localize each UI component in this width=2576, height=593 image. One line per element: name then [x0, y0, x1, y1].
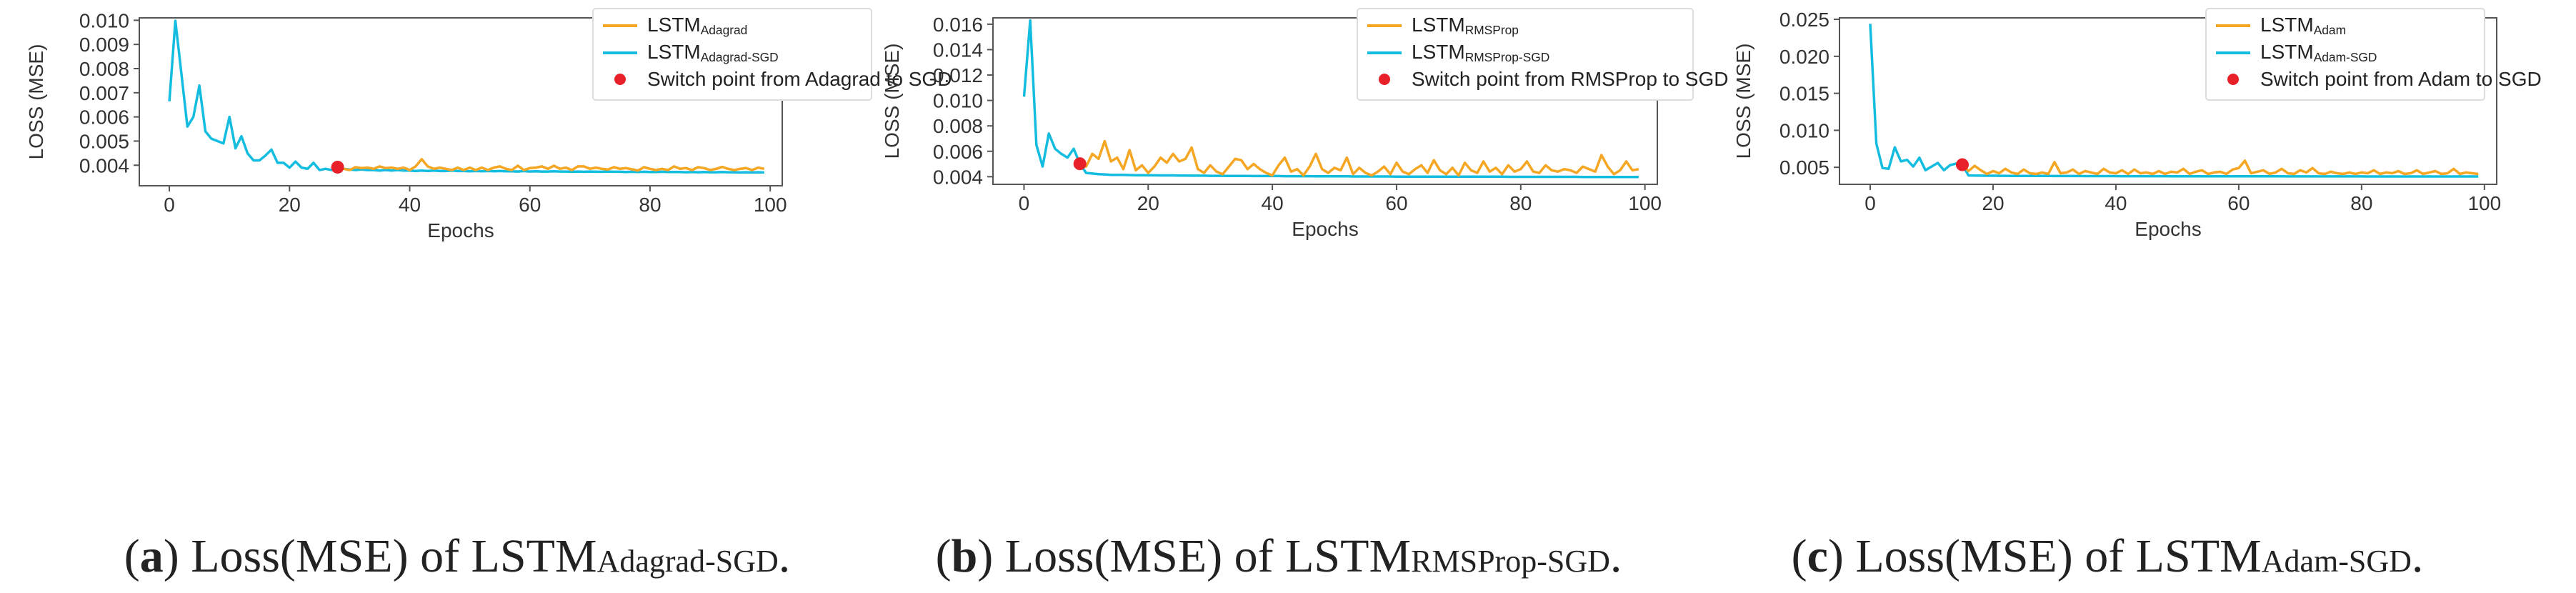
caption-a: (a) Loss(MSE) of LSTMAdagrad-SGD. [124, 530, 791, 582]
y-tick-label: 0.015 [1779, 83, 1829, 105]
y-tick-label: 0.004 [933, 166, 983, 188]
y-tick-label: 0.020 [1779, 46, 1829, 68]
legend-series-label: LSTMAdagrad-SGD [647, 41, 779, 64]
legend-switch-label: Switch point from Adam to SGD [2260, 68, 2542, 90]
legend-dot-swatch [1379, 74, 1390, 85]
x-axis-label: Epochs [2135, 218, 2201, 240]
legend-switch-label: Switch point from RMSProp to SGD [1412, 68, 1728, 90]
x-tick-label: 20 [279, 194, 301, 216]
x-tick-label: 100 [2467, 192, 2501, 214]
y-tick-label: 0.006 [933, 141, 983, 163]
series-line-orange [1079, 139, 1639, 177]
legend-dot-swatch [2227, 74, 2239, 85]
x-tick-label: 0 [164, 194, 175, 216]
legend-series-label: LSTMRMSProp [1412, 14, 1519, 37]
x-tick-label: 80 [639, 194, 661, 216]
panel-a: 0 20 40 60 80 1000.0040.0050.0060.0070.0080.0… [25, 8, 952, 582]
x-tick-label: 100 [754, 194, 787, 216]
chart-b: 0 20 40 60 80 100 0.004 0.006 0.008 0.010 0.012 0.0… [881, 8, 1728, 240]
panel-b: 0 20 40 60 80 100 0.004 0.006 0.008 0.010 0.012 0.0… [881, 8, 1728, 582]
y-tick-label: 0.006 [79, 106, 129, 129]
y-tick-label: 0.004 [79, 154, 129, 176]
x-tick-label: 80 [1509, 192, 1532, 214]
y-tick-label: 0.007 [79, 82, 129, 104]
y-tick-label: 0.010 [933, 90, 983, 112]
x-tick-label: 60 [519, 194, 541, 216]
legend-box [592, 8, 872, 101]
x-axis-label: Epochs [427, 219, 494, 241]
series-line-blue [1022, 19, 1639, 179]
y-tick-label: 0.008 [933, 115, 983, 137]
legend-box [2205, 8, 2485, 101]
x-tick-label: 0 [1864, 192, 1876, 214]
x-tick-label: 80 [2350, 192, 2372, 214]
series-line-orange [1961, 159, 2479, 176]
legend-series-label: LSTMAdam [2260, 14, 2346, 37]
x-tick-label: 40 [1262, 192, 1284, 214]
legend-series-label: LSTMAdagrad [647, 14, 747, 37]
y-tick-label: 0.025 [1779, 9, 1829, 31]
caption-b: (b) Loss(MSE) of LSTMRMSProp-SGD. [936, 530, 1622, 582]
series-line-blue [1869, 24, 2479, 178]
x-tick-label: 100 [1628, 192, 1662, 214]
y-tick-label: 0.014 [933, 39, 983, 61]
legend-switch-label: Switch point from Adagrad to SGD [647, 68, 952, 90]
x-tick-label: 0 [1019, 192, 1030, 214]
x-tick-label: 40 [2105, 192, 2127, 214]
y-tick-label: 0.010 [1779, 119, 1829, 141]
y-tick-label: 0.005 [79, 130, 129, 152]
legend-dot-swatch [614, 74, 626, 85]
y-axis-label: LOSS (MSE) [25, 44, 47, 160]
y-tick-label: 0.005 [1779, 156, 1829, 179]
x-tick-label: 60 [1385, 192, 1407, 214]
plot-frame [1839, 17, 2497, 185]
plot-frame [139, 17, 783, 186]
x-tick-label: 20 [1137, 192, 1159, 214]
switch-point-marker [1073, 157, 1087, 171]
y-axis-label: LOSS (MSE) [881, 44, 903, 159]
legend-series-label: LSTMAdam-SGD [2260, 41, 2377, 64]
legend-box [1357, 8, 1694, 101]
y-tick-label: 0.008 [79, 58, 129, 80]
y-tick-label: 0.009 [79, 34, 129, 56]
y-tick-label: 0.016 [933, 14, 983, 36]
x-tick-label: 60 [2227, 192, 2250, 214]
x-axis-label: Epochs [1292, 218, 1358, 240]
switch-point-marker [1955, 158, 1969, 171]
panel-c: 0 20 40 60 80 100 0.005 0.010 0.015 0.020 0.025 Epo… [1732, 8, 2542, 582]
series-line-orange [337, 158, 765, 172]
chart-c: 0 20 40 60 80 100 0.005 0.010 0.015 0.020 0.025 Epo… [1732, 8, 2542, 240]
legend-series-label: LSTMRMSProp-SGD [1412, 41, 1549, 64]
caption-c: (c) Loss(MSE) of LSTMAdam-SGD. [1792, 530, 2424, 582]
series-line-blue [168, 19, 764, 174]
y-axis-label: LOSS (MSE) [1732, 44, 1754, 159]
y-tick-label: 0.010 [79, 9, 129, 31]
x-tick-label: 20 [1982, 192, 2004, 214]
x-tick-label: 40 [399, 194, 421, 216]
chart-a: 0 20 40 60 80 1000.0040.0050.0060.0070.0080.0… [25, 8, 952, 241]
switch-point-marker [331, 160, 344, 174]
y-tick-label: 0.012 [933, 64, 983, 86]
